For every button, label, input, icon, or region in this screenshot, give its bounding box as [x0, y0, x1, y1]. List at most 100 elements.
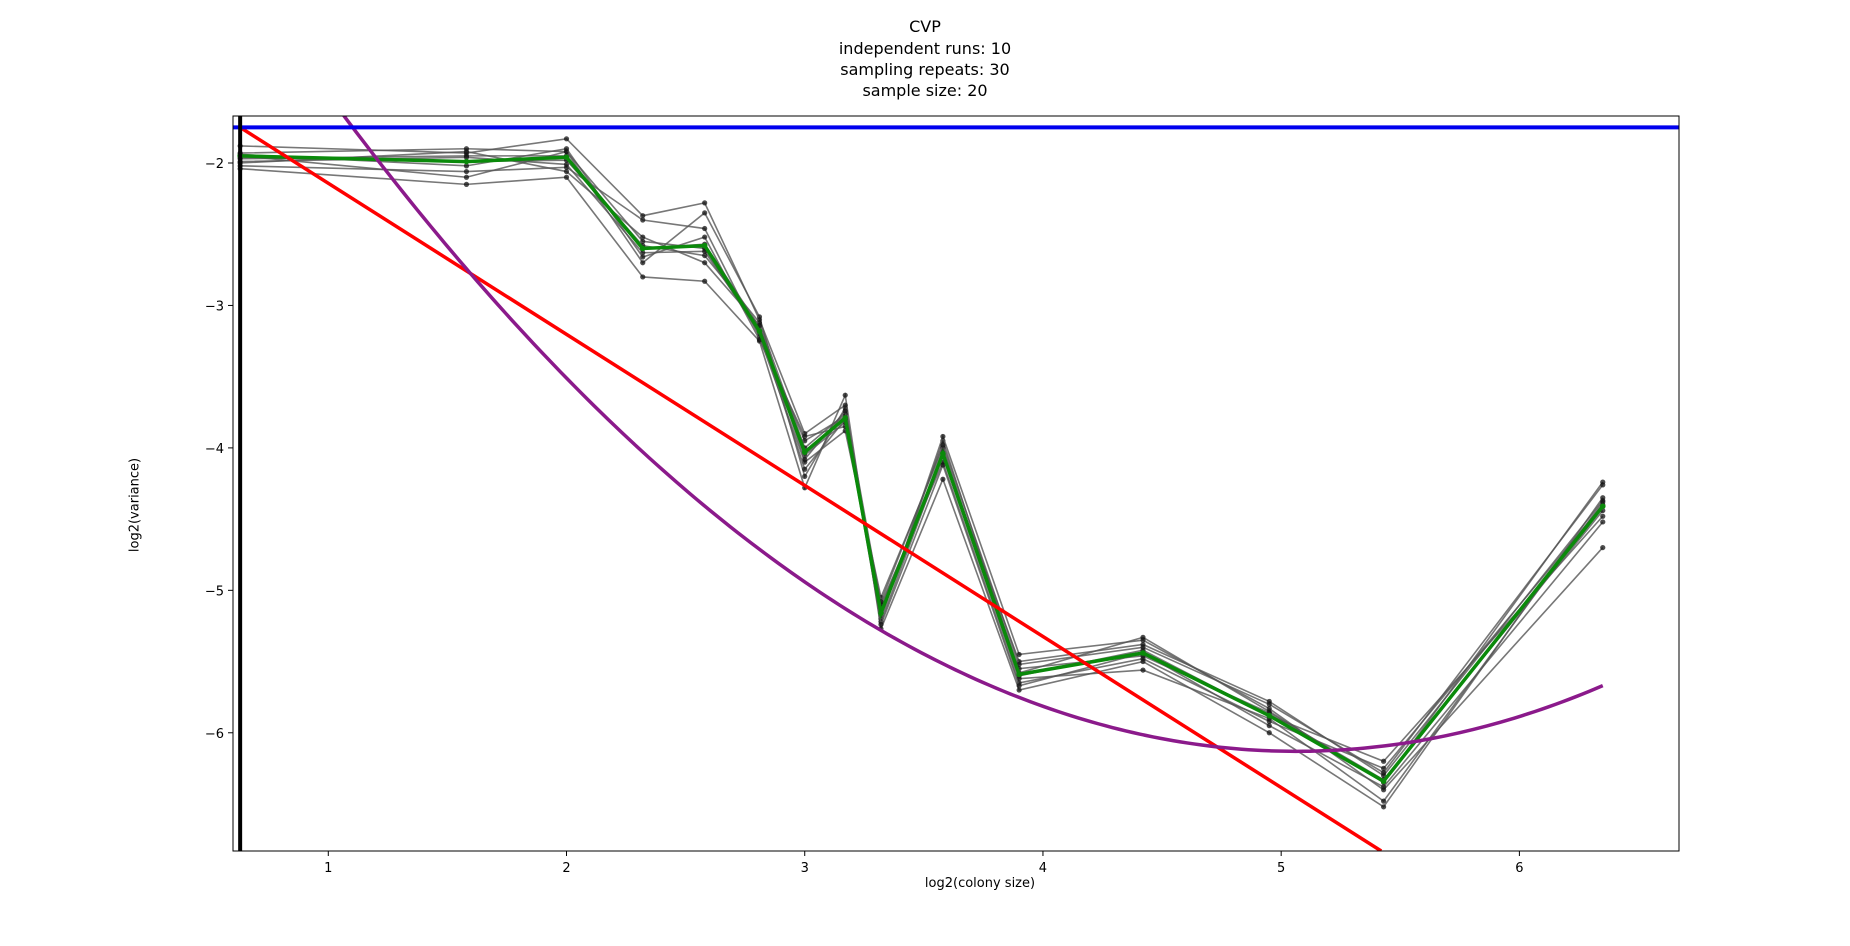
y-ticks: −2 −3 −4 −5 −6: [205, 157, 233, 742]
mean-point: [1266, 712, 1273, 719]
run-point: [1016, 683, 1022, 689]
run-point: [802, 456, 808, 462]
run-point: [1266, 723, 1272, 729]
run-point: [640, 217, 646, 223]
run-point: [1140, 637, 1146, 643]
y-tick-label: −5: [205, 584, 224, 599]
run-point: [1600, 513, 1606, 519]
mean-line: [240, 154, 1605, 784]
run-point: [802, 466, 808, 472]
mean-point: [639, 245, 646, 252]
run-point: [702, 252, 708, 259]
run-point: [1600, 482, 1606, 488]
x-tick-label: 2: [562, 861, 570, 876]
run-point: [702, 234, 708, 240]
run-point: [1016, 651, 1022, 658]
x-tick-label: 5: [1277, 861, 1285, 876]
run-point: [1381, 804, 1387, 810]
mean-point: [563, 154, 570, 161]
mean-point: [1380, 778, 1387, 785]
run-point: [563, 136, 570, 142]
mean-point: [801, 449, 808, 455]
run-point: [842, 408, 848, 414]
run-point: [702, 225, 708, 232]
run-point: [1266, 730, 1272, 736]
x-tick-label: 1: [324, 861, 332, 876]
mean-point: [1016, 671, 1022, 678]
run-point: [640, 254, 646, 260]
mean-point: [463, 158, 470, 165]
run-line-6: [240, 137, 1604, 791]
run-point: [1016, 687, 1022, 693]
run-point: [1600, 519, 1606, 525]
run-point: [1266, 705, 1272, 712]
x-axis-label: log2(colony size): [924, 876, 1036, 891]
run-point: [802, 473, 808, 479]
run-point: [1600, 495, 1606, 501]
run-point: [1266, 701, 1272, 707]
linear-fit-line: [239, 125, 1383, 851]
mean-point: [701, 242, 708, 249]
run-point: [640, 238, 646, 244]
run-point: [563, 174, 570, 180]
run-line-7: [240, 156, 1604, 803]
chart-title-line-4: sample size: 20: [862, 81, 988, 100]
run-line-10: [240, 150, 1604, 788]
run-point: [940, 462, 946, 468]
run-line-5: [240, 167, 1604, 808]
run-point: [463, 149, 470, 155]
run-point: [702, 200, 708, 206]
run-point: [1140, 644, 1146, 650]
mean-point: [842, 415, 849, 421]
y-tick-label: −4: [205, 442, 224, 457]
mean-point: [940, 450, 946, 457]
run-point: [702, 260, 708, 266]
mean-point: [1599, 503, 1606, 510]
run-point: [463, 154, 470, 160]
run-point: [940, 433, 946, 440]
run-point: [702, 278, 708, 284]
run-point: [563, 168, 570, 175]
run-point: [463, 181, 470, 187]
quadratic-fit-curve: [341, 116, 1604, 754]
plot-frame: [232, 115, 1680, 852]
run-point: [1140, 658, 1146, 665]
run-point: [1381, 758, 1387, 764]
x-ticks: 1 2 3 4 5 6: [324, 851, 1524, 876]
run-point: [1600, 544, 1606, 551]
y-tick-label: −2: [205, 157, 224, 172]
y-tick-label: −3: [205, 299, 224, 314]
mean-point: [878, 610, 884, 616]
run-point: [640, 260, 646, 266]
run-point: [1381, 770, 1387, 776]
run-point: [1381, 784, 1387, 790]
mean-point: [1140, 650, 1146, 656]
run-point: [640, 213, 646, 219]
x-tick-label: 4: [1039, 861, 1047, 876]
run-point: [1381, 798, 1387, 804]
x-tick-label: 6: [1515, 861, 1523, 876]
chart-title-line-2: independent runs: 10: [838, 39, 1012, 58]
run-point: [640, 274, 646, 280]
run-line-2: [240, 155, 1604, 784]
run-point: [463, 168, 470, 175]
run-point: [563, 146, 570, 152]
run-point: [702, 210, 708, 216]
run-point: [640, 234, 646, 240]
chart-title-line-3: sampling repeats: 30: [840, 60, 1010, 79]
run-point: [940, 476, 946, 482]
x-tick-label: 3: [801, 861, 809, 876]
run-point: [463, 174, 470, 180]
mean-point: [756, 328, 763, 334]
chart-title-line-1: CVP: [909, 17, 941, 36]
run-point: [802, 433, 808, 440]
run-point: [1600, 499, 1606, 505]
run-point: [463, 163, 470, 169]
plot-marks: [233, 116, 1679, 851]
run-point: [842, 402, 848, 408]
run-point: [842, 392, 848, 398]
run-point: [563, 161, 570, 168]
run-point: [878, 621, 884, 628]
run-line-8: [240, 156, 1604, 781]
